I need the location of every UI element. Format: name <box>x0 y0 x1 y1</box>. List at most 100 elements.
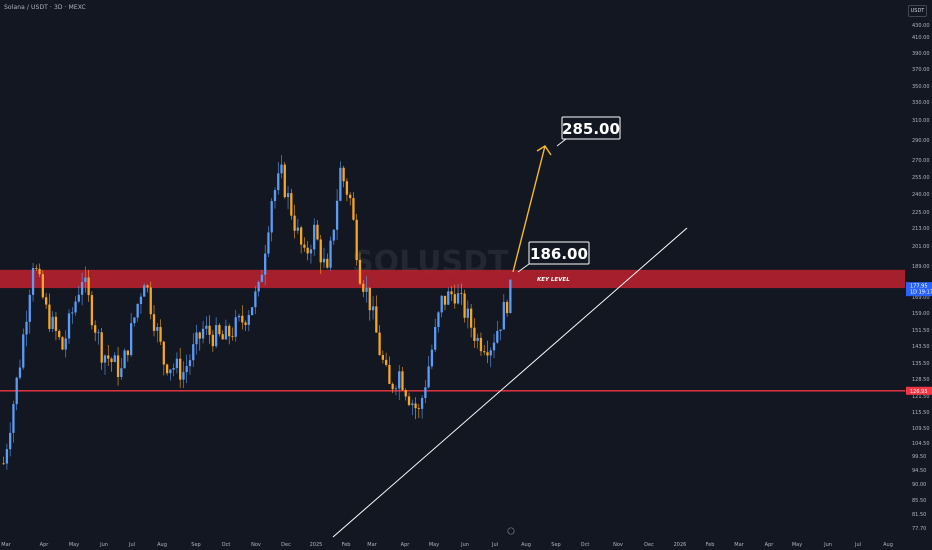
candle-body <box>303 244 306 248</box>
breakout-callout-line <box>517 263 530 273</box>
scroll-to-realtime-icon[interactable] <box>507 527 515 535</box>
candle-body <box>362 283 365 292</box>
time-axis-tick: Nov <box>251 542 261 548</box>
candle-body <box>260 274 264 282</box>
candle-body <box>417 408 420 409</box>
price-axis-tick: 151.50 <box>912 328 930 334</box>
candle-body <box>107 355 110 359</box>
price-axis-tick: 370.00 <box>912 67 930 73</box>
candle-body <box>368 287 371 311</box>
candle-body <box>469 308 473 328</box>
candle-body <box>483 351 486 353</box>
candle-body <box>349 194 352 199</box>
candle-body <box>404 390 407 397</box>
time-axis-tick: Jul <box>854 542 861 548</box>
candle-body <box>143 285 146 297</box>
price-axis-tick: 135.50 <box>912 361 930 367</box>
candle-body <box>179 358 182 380</box>
candle-body <box>241 315 244 323</box>
price-axis-tick: 201.00 <box>912 244 930 250</box>
candle-body <box>309 249 313 254</box>
time-axis-tick: Jul <box>491 542 498 548</box>
candle-body <box>9 432 12 450</box>
current-price-label: 177.95 <box>910 284 928 290</box>
price-axis-tick: 169.00 <box>912 295 930 301</box>
candle-body <box>22 334 25 368</box>
support-price-badge <box>906 386 932 395</box>
candle-body <box>159 327 162 342</box>
candle-body <box>234 317 237 337</box>
candle-body <box>378 332 381 356</box>
support-price-label: 126.95 <box>910 389 928 395</box>
key-level-label: KEY LEVEL <box>537 277 570 283</box>
candle-body <box>90 295 94 326</box>
candle-body <box>394 388 398 390</box>
price-axis-tick: 109.50 <box>912 426 930 432</box>
candle-body <box>505 301 509 314</box>
time-axis-tick: Oct <box>222 542 231 548</box>
candle-body <box>430 349 434 367</box>
candle-body <box>35 267 38 269</box>
candle-body <box>195 332 198 345</box>
candle-body <box>381 355 385 360</box>
time-axis-tick: Dec <box>644 542 654 548</box>
candle-body <box>77 294 80 302</box>
price-axis-tick: 104.50 <box>912 441 930 447</box>
candle-body <box>71 312 74 314</box>
price-axis-tick: 90.00 <box>912 482 926 488</box>
candle-body <box>18 367 22 378</box>
target-arrowhead <box>536 145 552 156</box>
candle-body <box>460 293 463 294</box>
time-axis-tick: Apr <box>401 542 411 548</box>
current-price-badge <box>906 282 932 297</box>
candle-body <box>224 325 228 340</box>
candle-body <box>218 325 221 335</box>
candle-body <box>342 167 345 182</box>
candle-body <box>175 358 179 369</box>
candle-body <box>162 341 165 365</box>
candle-body <box>499 329 502 331</box>
target-arrow-line <box>512 145 546 273</box>
candle-body <box>237 315 241 318</box>
candle-body <box>58 330 61 338</box>
price-axis-tick: 390.00 <box>912 51 930 57</box>
candle-body <box>211 334 215 347</box>
time-axis-tick: Feb <box>342 542 351 548</box>
time-axis-tick: Mar <box>1 542 11 548</box>
candle-body <box>358 259 362 284</box>
candles <box>2 154 512 470</box>
price-axis-tick: 189.00 <box>912 264 930 270</box>
symbol-title: Solana / USDT · 3D · MEXC <box>4 4 86 11</box>
currency-button[interactable]: USDT <box>908 5 927 17</box>
candle-body <box>388 364 391 384</box>
candle-body <box>97 332 100 334</box>
candle-body <box>306 247 309 254</box>
candle-body <box>123 350 126 369</box>
candle-body <box>139 296 143 304</box>
candle-body <box>319 239 322 263</box>
time-axis-tick: Jun <box>460 542 469 548</box>
price-axis-tick: 213.00 <box>912 226 930 232</box>
candle-body <box>486 352 489 356</box>
ascending-trendline[interactable] <box>332 227 688 538</box>
time-axis-tick: Oct <box>581 542 590 548</box>
candle-body <box>492 342 496 351</box>
candle-body <box>427 366 430 388</box>
candle-body <box>440 295 443 313</box>
price-axis-tick: 85.50 <box>912 498 926 504</box>
candle-body <box>509 279 512 314</box>
time-axis-tick: Jul <box>128 542 135 548</box>
time-axis-tick: May <box>69 542 79 548</box>
candle-body <box>61 337 64 350</box>
candle-body <box>182 372 185 380</box>
price-axis-tick: 290.00 <box>912 138 930 144</box>
candle-body <box>267 232 270 254</box>
time-axis-tick: Feb <box>706 542 715 548</box>
candle-body <box>201 328 205 339</box>
candle-body <box>476 337 479 341</box>
candle-body <box>126 350 130 356</box>
candle-body <box>152 314 156 331</box>
price-axis-tick: 330.00 <box>912 100 930 106</box>
